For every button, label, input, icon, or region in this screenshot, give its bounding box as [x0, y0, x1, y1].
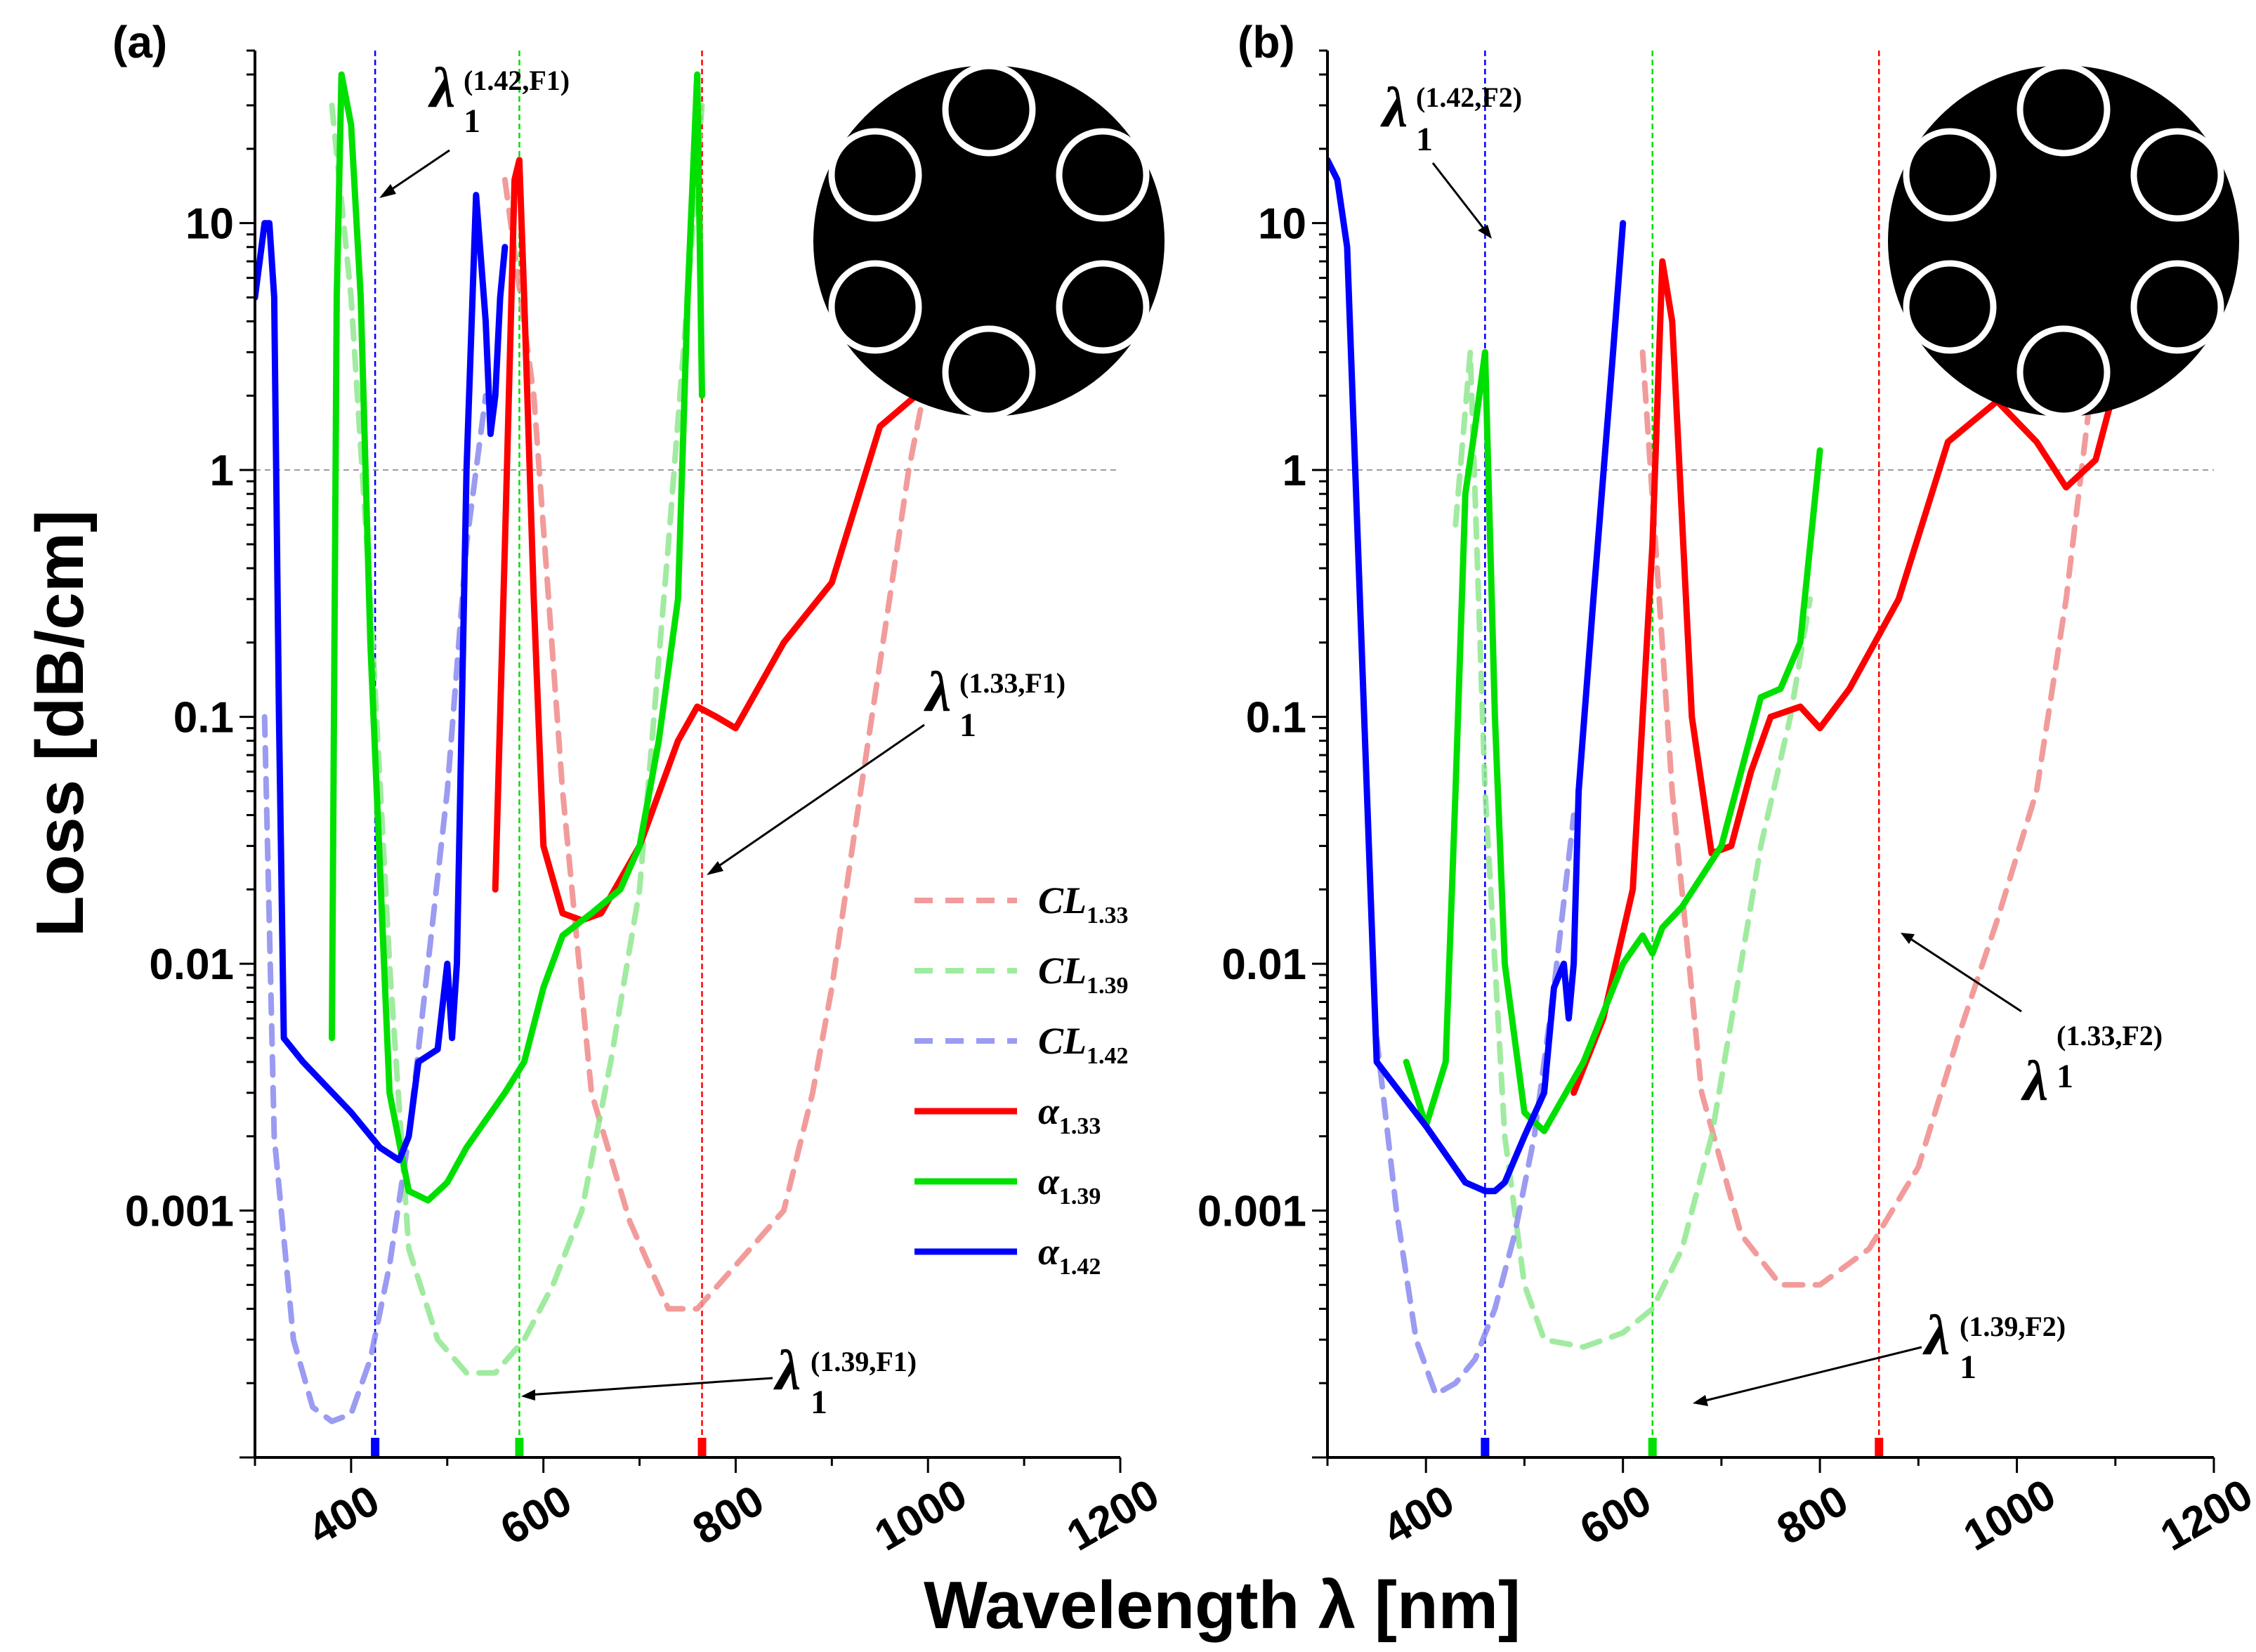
x-tick-label: 1200	[1059, 1470, 1167, 1561]
svg-text:(1.42,F1): (1.42,F1)	[464, 65, 570, 96]
series-a133	[492, 157, 941, 924]
x-axis-title: Wavelength λ [nm]	[924, 1568, 1521, 1643]
y-tick-label: 10	[185, 200, 234, 249]
y-tick-label: 0.001	[1198, 1188, 1306, 1236]
y-tick-label: 0.001	[125, 1188, 234, 1236]
series-a139	[329, 71, 705, 1204]
svg-text:1: 1	[811, 1384, 827, 1421]
legend-label-cl133: CL1.33	[1038, 879, 1129, 929]
svg-text:(1.42,F2): (1.42,F2)	[1416, 81, 1522, 113]
svg-text:λ: λ	[1380, 75, 1408, 139]
six-ring-fiber-icon	[813, 63, 1165, 419]
y-axis-title: Loss [dB/cm]	[22, 510, 98, 937]
x-tick-label: 400	[1375, 1476, 1462, 1554]
series-a139	[1403, 348, 1823, 1134]
x-tick-label: 400	[301, 1476, 388, 1554]
panel-b: (b) 0.001 0.01 0.1 1 10 400 600 800 1000 1200 λ (…	[1198, 17, 2256, 1561]
x-tick-label: 600	[1572, 1476, 1659, 1554]
annotation-lambda-142-f2: λ (1.42,F2) 1	[1380, 75, 1522, 239]
y-tick-label: 1	[1283, 447, 1306, 495]
series-a142	[1327, 157, 1627, 1195]
series-cl142	[1374, 812, 1577, 1398]
lambda-marker-tick	[1875, 1438, 1884, 1457]
panel-a: (a) 0.001 0.01 0.1 1 10 400 600 800 1000 1200 λ (…	[112, 17, 1167, 1561]
series-cl133	[1639, 349, 2099, 1288]
lambda-marker-tick	[515, 1438, 524, 1457]
lambda-marker-tick	[371, 1438, 380, 1457]
y-tick-label: 1	[210, 447, 234, 495]
svg-text:1: 1	[2057, 1058, 2073, 1095]
series-a142	[255, 192, 509, 1164]
svg-text:1: 1	[1416, 121, 1433, 158]
svg-text:λ: λ	[773, 1338, 801, 1402]
svg-text:(1.39,F2): (1.39,F2)	[1960, 1311, 2066, 1342]
legend-label-a142: α1.42	[1038, 1231, 1101, 1280]
series-cl139	[1452, 349, 1814, 1350]
x-tick-label: 1000	[1955, 1470, 2064, 1561]
legend-label-cl142: CL1.42	[1038, 1020, 1129, 1069]
x-tick-label: 1000	[867, 1470, 975, 1561]
series-a133	[1570, 258, 2119, 1096]
series-cl133	[501, 176, 931, 1312]
svg-text:λ: λ	[924, 660, 951, 723]
legend-label-a139: α1.39	[1038, 1160, 1101, 1210]
series-cl139	[329, 103, 705, 1376]
svg-text:1: 1	[959, 707, 976, 744]
x-tick-label: 1200	[2153, 1470, 2256, 1561]
x-tick-label: 600	[492, 1476, 579, 1554]
legend-label-a133: α1.33	[1038, 1090, 1101, 1139]
y-tick-label: 10	[1258, 200, 1306, 249]
annotation-lambda-133-f2: λ (1.33,F2) 1	[1901, 933, 2163, 1113]
svg-text:λ: λ	[428, 55, 455, 119]
svg-text:(1.33,F1): (1.33,F1)	[959, 667, 1065, 699]
legend-label-cl139: CL1.39	[1038, 950, 1129, 999]
x-tick-label: 800	[685, 1476, 772, 1554]
y-tick-label: 0.01	[1221, 940, 1306, 989]
x-tick-label: 800	[1769, 1476, 1856, 1554]
six-ring-fiber-icon	[1888, 63, 2239, 419]
svg-text:(1.33,F2): (1.33,F2)	[2057, 1020, 2163, 1051]
annotation-lambda-133-f1: λ (1.33,F1) 1	[707, 660, 1065, 875]
svg-text:1: 1	[1960, 1349, 1976, 1386]
svg-text:(1.39,F1): (1.39,F1)	[811, 1346, 917, 1377]
y-tick-label: 0.01	[149, 940, 234, 989]
legend: CL1.33 CL1.39 CL1.42 α1.33 α1.39 α1.42	[914, 879, 1129, 1280]
lambda-marker-tick	[697, 1438, 707, 1457]
lambda-marker-tick	[1648, 1438, 1657, 1457]
annotation-lambda-139-f1: λ (1.39,F1) 1	[521, 1338, 917, 1421]
annotation-lambda-139-f2: λ (1.39,F2) 1	[1693, 1303, 2066, 1406]
lambda-marker-tick	[1481, 1438, 1490, 1457]
svg-text:1: 1	[464, 103, 480, 140]
annotation-lambda-142-f1: λ (1.42,F1) 1	[379, 55, 570, 198]
y-tick-label: 0.1	[1246, 694, 1306, 742]
svg-text:λ: λ	[2021, 1049, 2048, 1113]
svg-text:λ: λ	[1922, 1303, 1950, 1367]
y-tick-label: 0.1	[173, 694, 234, 742]
panel-a-label: (a)	[112, 17, 167, 67]
panel-b-label: (b)	[1238, 17, 1295, 67]
series-cl142	[261, 393, 489, 1424]
